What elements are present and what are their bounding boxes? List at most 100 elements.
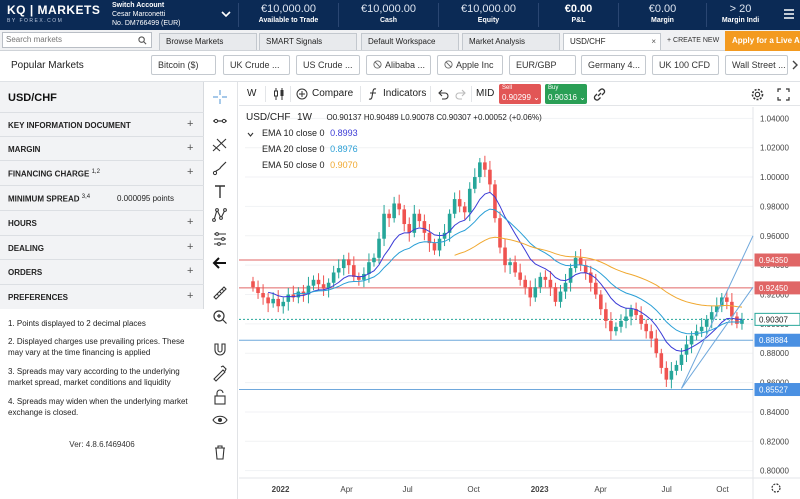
price-chart[interactable]: 1.040001.020001.000000.980000.960000.940… (239, 107, 800, 499)
pattern-tool-icon[interactable] (211, 206, 229, 224)
compare-button[interactable]: Compare (312, 88, 354, 99)
price-tag (754, 333, 800, 347)
candle-body (251, 281, 255, 288)
trend-line-icon[interactable] (211, 112, 229, 130)
tab-browse-markets[interactable]: Browse Markets (159, 33, 257, 50)
sell-button[interactable]: Sell 0.90299 ⌄ (499, 84, 541, 104)
candle-body (735, 316, 739, 324)
market-chip[interactable]: EUR/GBP (509, 55, 576, 75)
section-orders[interactable]: ORDERS + (0, 259, 204, 283)
search-input[interactable] (6, 35, 124, 44)
indicators-button[interactable]: Indicators (383, 88, 427, 99)
candle-style-icon[interactable] (272, 87, 286, 101)
legend-ema-50[interactable]: EMA 50 close 0 0.9070 (262, 160, 358, 170)
logo-subtext: BY FOREX.COM (7, 18, 64, 24)
market-chip[interactable]: Germany 4... (581, 55, 646, 75)
section-hours[interactable]: HOURS + (0, 210, 204, 234)
section-preferences[interactable]: PREFERENCES + (0, 284, 204, 308)
tab-smart-signals[interactable]: SMART Signals (259, 33, 357, 50)
sell-label: Sell (502, 85, 513, 91)
plus-circle-icon[interactable] (296, 88, 308, 100)
tab-market-analysis[interactable]: Market Analysis (462, 33, 560, 50)
market-chip[interactable]: Wall Street ... (725, 55, 788, 75)
market-chip[interactable]: UK Crude ... (223, 55, 290, 75)
plus-icon[interactable]: + (187, 118, 194, 130)
redo-icon[interactable] (455, 88, 467, 100)
plus-icon[interactable]: + (187, 290, 194, 302)
candle-body (654, 338, 659, 354)
account-switcher[interactable]: Switch Account Cesar Marconetti No. DM76… (112, 1, 222, 29)
gear-icon[interactable] (750, 87, 765, 102)
legend-ema-20[interactable]: EMA 20 close 0 0.8976 (262, 144, 358, 154)
legend-ema-10[interactable]: EMA 10 close 0 0.8993 (262, 128, 358, 138)
market-chip[interactable]: UK 100 CFD (652, 55, 719, 75)
tab-usd-chf[interactable]: USD/CHF × (563, 33, 661, 50)
chevron-down-icon[interactable] (246, 130, 255, 139)
search-box[interactable] (2, 32, 152, 48)
function-icon[interactable] (367, 87, 380, 101)
price-tag (754, 312, 800, 326)
section-label-text: KEY INFORMATION DOCUMENT (8, 121, 131, 130)
metric-label: Equity (477, 17, 500, 24)
footnote: 1. Points displayed to 2 decimal places (8, 319, 146, 328)
buy-button[interactable]: Buy 0.90316 ⌄ (545, 84, 587, 104)
create-new-tab-button[interactable]: + CREATE NEW (667, 37, 720, 44)
plus-icon[interactable]: + (187, 166, 194, 178)
candlestick-chart[interactable]: 1.040001.020001.000000.980000.960000.940… (239, 107, 800, 499)
plus-icon[interactable]: + (187, 216, 194, 228)
market-chip[interactable]: US Crude ... (296, 55, 360, 75)
candle-body (341, 259, 346, 269)
ema-label: EMA 20 close 0 (262, 144, 325, 154)
tab-label: Default Workspace (368, 37, 436, 46)
arrow-left-icon[interactable] (211, 254, 229, 272)
section-margin[interactable]: MARGIN + (0, 136, 204, 160)
magnet-icon[interactable] (211, 340, 229, 358)
apply-live-account-button[interactable]: Apply for a Live A (725, 31, 800, 51)
ban-icon (373, 60, 382, 69)
undo-icon[interactable] (437, 88, 449, 100)
candle-body (397, 203, 401, 210)
metric-label: Available to Trade (258, 17, 319, 24)
zoom-in-icon[interactable] (211, 308, 229, 326)
metric-value: €0.00 (564, 3, 593, 15)
chevron-right-icon[interactable] (791, 58, 799, 72)
section-key-information-document[interactable]: KEY INFORMATION DOCUMENT + (0, 112, 204, 136)
section-label: KEY INFORMATION DOCUMENT (8, 121, 131, 130)
market-chip[interactable]: Alibaba ... (366, 55, 431, 75)
brush-icon[interactable] (211, 159, 229, 177)
section-financing-charge[interactable]: FINANCING CHARGE 1,2 + (0, 160, 204, 184)
ruler-icon[interactable] (211, 284, 229, 302)
sell-price-value: 0.90299 (502, 93, 531, 102)
lock-draw-icon[interactable] (211, 364, 229, 382)
fork-tool-icon[interactable] (211, 136, 229, 154)
trash-icon[interactable] (211, 443, 229, 461)
close-icon[interactable]: × (651, 37, 656, 46)
plus-icon[interactable]: + (187, 142, 194, 154)
candle-body (588, 272, 593, 283)
crosshair-icon[interactable] (211, 88, 229, 106)
price-type-mid[interactable]: MID (476, 88, 495, 99)
switch-account-label: Switch Account (112, 2, 165, 9)
link-icon[interactable] (592, 87, 607, 102)
time-tick-label: Apr (594, 485, 607, 494)
interval-selector[interactable]: W (247, 88, 257, 99)
chevron-down-icon[interactable] (219, 7, 233, 21)
brand-logo[interactable]: KQ | MARKETS BY FOREX.COM (7, 3, 100, 27)
search-icon[interactable] (138, 36, 147, 45)
section-dealing[interactable]: DEALING + (0, 235, 204, 259)
plus-icon[interactable]: + (187, 265, 194, 277)
measure-tool-icon[interactable] (211, 230, 229, 248)
candle-body (568, 268, 573, 283)
metric-equity: €10,000.00 Equity (438, 3, 538, 27)
market-chip[interactable]: Apple Inc (437, 55, 503, 75)
tab-default-workspace[interactable]: Default Workspace (361, 33, 459, 50)
plus-icon[interactable]: + (187, 241, 194, 253)
account-name: Cesar Marconetti (112, 11, 166, 18)
text-tool-icon[interactable] (211, 183, 229, 201)
market-chip[interactable]: Bitcoin ($) (151, 55, 216, 75)
menu-icon[interactable] (782, 7, 796, 21)
lock-icon[interactable] (211, 388, 229, 406)
eye-icon[interactable] (211, 411, 229, 429)
fullscreen-icon[interactable] (776, 87, 791, 102)
chip-label: EUR/GBP (516, 60, 557, 70)
